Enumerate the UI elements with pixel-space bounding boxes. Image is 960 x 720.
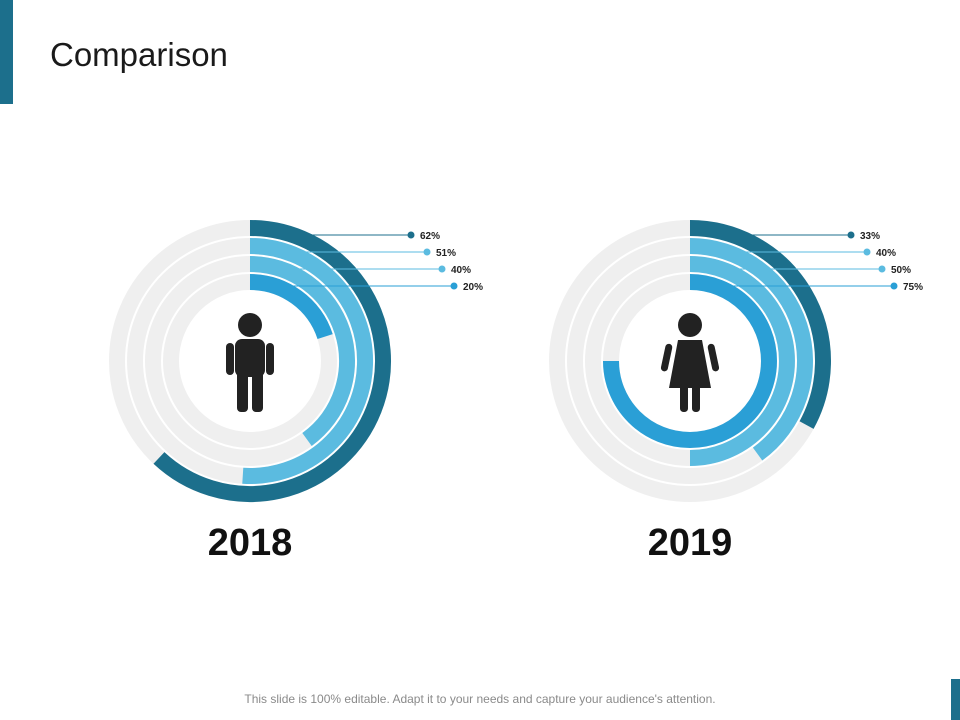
value-label: 51% bbox=[436, 248, 456, 259]
ring-arc-20pct bbox=[249, 274, 333, 340]
leader-dot bbox=[847, 231, 855, 239]
year-label-2018: 2018 bbox=[207, 522, 293, 564]
year-label-2019: 2019 bbox=[647, 522, 733, 564]
leader-dot bbox=[890, 282, 898, 290]
leader-dot bbox=[407, 231, 415, 239]
slide-title: Comparison bbox=[50, 36, 228, 73]
ring-arc-51pct bbox=[242, 238, 373, 484]
value-label: 75% bbox=[903, 282, 923, 293]
leader-dot bbox=[438, 265, 446, 273]
value-label: 40% bbox=[876, 248, 896, 259]
ring-arc-40pct bbox=[689, 238, 813, 461]
value-label: 50% bbox=[891, 265, 911, 276]
accent-bar-left bbox=[0, 0, 13, 104]
ring-arc-40pct bbox=[249, 256, 355, 446]
leader-dot bbox=[863, 248, 871, 256]
value-label: 20% bbox=[463, 282, 483, 293]
ring-arc-50pct bbox=[689, 256, 795, 466]
ring-arc-62pct bbox=[153, 220, 391, 502]
value-label: 40% bbox=[451, 265, 471, 276]
value-label: 33% bbox=[860, 231, 880, 242]
value-label: 62% bbox=[420, 231, 440, 242]
accent-bar-right bbox=[951, 679, 960, 720]
footer-note: This slide is 100% editable. Adapt it to… bbox=[244, 692, 716, 706]
ring-arc-75pct bbox=[603, 274, 777, 448]
leader-dot bbox=[878, 265, 886, 273]
leader-dot bbox=[423, 248, 431, 256]
leader-dot bbox=[450, 282, 458, 290]
male-person-icon bbox=[226, 313, 274, 412]
female-person-icon bbox=[660, 313, 720, 412]
ring-arc-33pct bbox=[689, 220, 831, 429]
